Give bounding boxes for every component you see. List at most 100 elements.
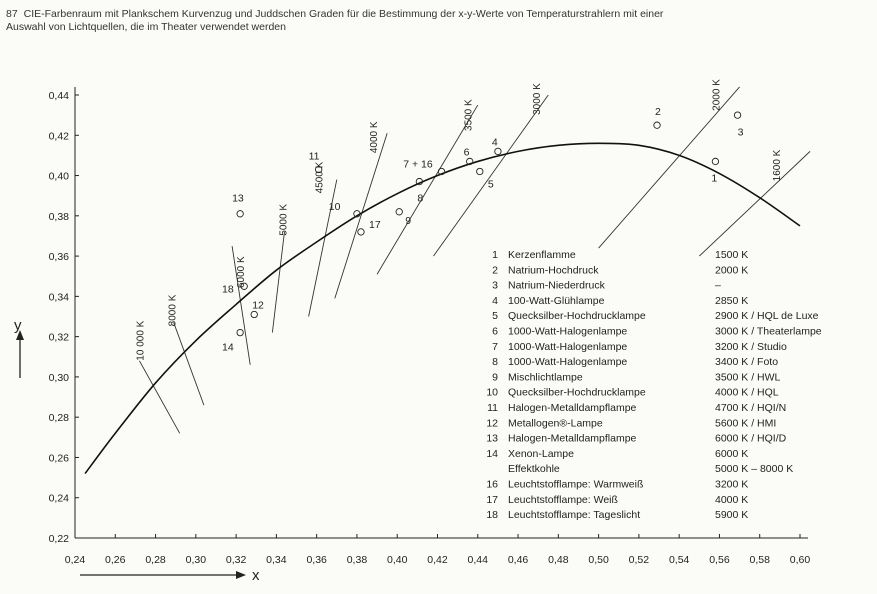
light-source-label: 12 xyxy=(252,299,264,311)
legend-number: 5 xyxy=(492,310,498,322)
figure-caption: 87 CIE-Farbenraum mit Plankschem Kurvenz… xyxy=(6,8,866,34)
isotherm-label: 1600 K xyxy=(772,149,783,181)
legend-number: 13 xyxy=(486,433,498,445)
x-arrow-head xyxy=(236,571,246,579)
y-axis-label: y xyxy=(14,317,22,334)
light-source-marker xyxy=(653,121,661,129)
y-tick-label: 0,22 xyxy=(49,533,70,545)
legend-number: 9 xyxy=(492,371,498,383)
isotherm-line xyxy=(376,104,479,275)
isotherm-line xyxy=(598,86,740,249)
light-source-label: 2 xyxy=(655,106,661,118)
x-axis-label: x xyxy=(252,567,260,584)
light-source-label: 13 xyxy=(232,193,244,205)
legend-name: Kerzenflamme xyxy=(508,249,576,261)
legend-number: 12 xyxy=(486,417,498,429)
isotherm-label: 8000 K xyxy=(168,294,179,326)
legend-temperature: 5900 K xyxy=(715,509,748,521)
legend-temperature: – xyxy=(715,280,721,292)
light-source-marker xyxy=(466,157,474,166)
isotherm-line xyxy=(173,322,205,406)
legend-name: Metallogen®-Lampe xyxy=(508,417,603,429)
light-source-label: 9 xyxy=(405,215,411,227)
x-tick-label: 0,60 xyxy=(790,554,811,566)
legend-number: 2 xyxy=(492,264,498,276)
legend-temperature: 6000 K / HQI/D xyxy=(715,433,787,445)
y-tick-label: 0,26 xyxy=(49,452,70,464)
legend-temperature: 2900 K / HQL de Luxe xyxy=(715,310,819,322)
legend-name: Leuchtstofflampe: Tageslicht xyxy=(508,509,640,521)
light-source-marker xyxy=(476,167,484,176)
legend-temperature: 1500 K xyxy=(715,249,748,261)
legend-temperature: 5600 K / HMI xyxy=(715,417,776,429)
light-source-label: 4 xyxy=(492,136,498,148)
x-tick-label: 0,32 xyxy=(226,554,247,566)
legend-temperature: 4000 K / HQL xyxy=(715,387,779,399)
light-source-label: 5 xyxy=(488,179,494,191)
legend-name: Quecksilber-Hochdrucklampe xyxy=(508,310,646,322)
light-source-label: 3 xyxy=(738,126,744,138)
light-source-marker xyxy=(415,177,424,186)
legend-name: 100-Watt-Glühlampe xyxy=(508,295,605,307)
x-tick-label: 0,44 xyxy=(468,554,489,566)
y-tick-label: 0,44 xyxy=(49,90,70,102)
y-tick-label: 0,42 xyxy=(49,130,70,142)
light-source-label: 6 xyxy=(464,146,470,158)
x-tick-label: 0,24 xyxy=(65,554,86,566)
x-tick-label: 0,58 xyxy=(750,554,771,566)
caption-line-1: CIE-Farbenraum mit Plankschem Kurvenzug … xyxy=(23,8,664,20)
planck-curve xyxy=(84,142,801,475)
isotherm-label: 5000 K xyxy=(278,204,289,236)
legend-number: 3 xyxy=(492,280,498,292)
x-tick-label: 0,30 xyxy=(186,554,207,566)
isotherm-line xyxy=(139,360,181,434)
legend-name: Leuchtstofflampe: Warmweiß xyxy=(508,479,643,491)
isotherm-line xyxy=(308,179,338,317)
isotherm-line xyxy=(698,151,811,257)
legend-temperature: 6000 K xyxy=(715,448,748,460)
x-tick-label: 0,50 xyxy=(588,554,609,566)
legend-number: 10 xyxy=(486,387,498,399)
legend-name: Mischlichtlampe xyxy=(508,371,583,383)
x-tick-label: 0,28 xyxy=(145,554,166,566)
legend-temperature: 3200 K / Studio xyxy=(715,341,787,353)
isotherm-label: 6000 K xyxy=(236,256,247,288)
planck-curve-group xyxy=(84,142,801,475)
light-source-label: 14 xyxy=(222,342,234,354)
legend-name: Xenon-Lampe xyxy=(508,448,574,460)
isotherm-line xyxy=(271,231,285,333)
legend-number: 18 xyxy=(486,509,498,521)
isotherm-label: 4000 K xyxy=(369,121,380,153)
legend-name: 1000-Watt-Halogenlampe xyxy=(508,326,627,338)
legend-number: 7 xyxy=(492,341,498,353)
x-tick-label: 0,54 xyxy=(669,554,690,566)
x-tick-label: 0,46 xyxy=(508,554,529,566)
light-source-marker xyxy=(353,210,361,218)
axes: 0,24 0,26 0,28 0,30 0,32 0,34 0,36 0,38 0,40 0,42… xyxy=(14,87,810,584)
legend-name: Halogen-Metalldampflampe xyxy=(508,433,637,445)
y-tick-label: 0,28 xyxy=(49,412,70,424)
legend-number: 1 xyxy=(492,249,498,261)
legend-number: 16 xyxy=(486,479,498,491)
light-source-marker xyxy=(437,167,446,176)
x-tick-label: 0,26 xyxy=(105,554,126,566)
legend-name: Effektkohle xyxy=(508,463,560,475)
legend-number: 11 xyxy=(487,402,498,414)
x-tick-label: 0,40 xyxy=(387,554,408,566)
x-tick-label: 0,36 xyxy=(306,554,327,566)
isotherm-label: 2000 K xyxy=(711,79,722,111)
light-source-marker xyxy=(315,165,323,174)
caption-line-2: Auswahl von Lichtquellen, die im Theater… xyxy=(6,21,286,33)
isotherm-label: 3500 K xyxy=(464,99,475,131)
legend-name: Natrium-Hochdruck xyxy=(508,264,599,276)
isotherm-line xyxy=(231,245,251,365)
light-source-marker xyxy=(395,208,403,216)
light-source-marker xyxy=(250,310,258,319)
legend-name: 1000-Watt-Halogenlampe xyxy=(508,356,627,368)
x-tick-label: 0,34 xyxy=(266,554,287,566)
light-source-marker xyxy=(236,210,244,218)
legend-temperature: 3500 K / HWL xyxy=(715,371,781,383)
light-source-label: 7 + 16 xyxy=(403,158,433,170)
